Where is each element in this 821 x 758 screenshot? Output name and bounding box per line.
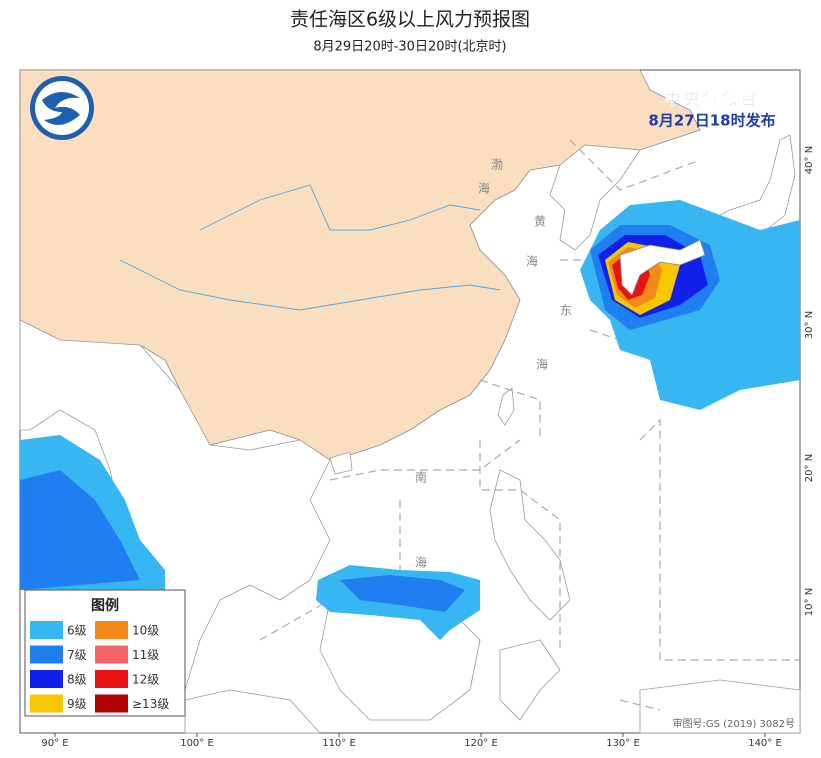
issue-time: 8月27日18时发布	[648, 112, 775, 130]
sea-label-char: 海	[526, 254, 538, 269]
legend-swatch	[30, 621, 63, 639]
sea-label-char: 海	[536, 357, 548, 372]
map-approval: 审图号:GS (2019) 3082号	[672, 717, 795, 730]
wind-land-gap	[619, 239, 706, 296]
lon-label: 100° E	[180, 738, 214, 749]
longitude-labels: 90° E 100° E 110° E 120° E 130° E 140° E	[41, 733, 782, 749]
title: 责任海区6级以上风力预报图	[290, 9, 530, 31]
taiwan-land	[497, 387, 515, 426]
legend-label: 11级	[132, 648, 159, 662]
sea-label-char: 海	[478, 181, 490, 196]
issuer: 中央气象台	[664, 90, 759, 109]
legend-swatch	[30, 645, 63, 664]
subtitle: 8月29日20时-30日20时(北京时)	[313, 40, 506, 55]
legend-label: 12级	[132, 673, 159, 687]
legend-swatch	[30, 670, 63, 688]
wind-7-bengal	[20, 470, 140, 590]
lat-label: 40° N	[804, 146, 815, 174]
cma-logo	[30, 76, 94, 140]
sumatra-land	[184, 689, 321, 734]
legend-label: 10级	[132, 624, 159, 638]
lon-label: 110° E	[322, 738, 356, 749]
newguinea-land	[639, 679, 801, 734]
sea-label-char: 南	[415, 470, 427, 485]
wind-7-scs	[340, 575, 465, 612]
sea-label-char: 东	[560, 304, 572, 318]
lat-label: 20° N	[804, 454, 815, 482]
legend-label: 8级	[67, 673, 87, 687]
latitude-labels: 40° N 30° N 20° N 10° N	[804, 146, 815, 616]
yangtze-river	[119, 259, 501, 311]
legend-label: 6级	[67, 624, 87, 638]
legend-swatch	[95, 694, 128, 713]
legend-label: 9级	[67, 697, 87, 711]
lat-label: 10° N	[804, 588, 815, 616]
legend-title: 图例	[91, 597, 119, 614]
lat-label: 30° N	[804, 311, 815, 339]
legend-swatch	[95, 621, 128, 639]
yellow-river	[199, 184, 481, 231]
korea-land	[549, 144, 641, 251]
lon-label: 120° E	[464, 738, 498, 749]
legend-swatch	[95, 645, 128, 664]
map-area: 中央气象台 8月27日18时发布 审图号:GS (2019) 3082号 渤海黄…	[19, 69, 801, 734]
lon-label: 130° E	[606, 738, 640, 749]
sea-label-char: 海	[415, 555, 427, 570]
legend: 图例 6级 10级 7级 11级 8级 12级 9级 ≥13级	[24, 589, 186, 717]
legend-items: 6级 10级 7级 11级 8级 12级 9级 ≥13级	[30, 621, 169, 713]
legend-label: ≥13级	[132, 697, 169, 711]
legend-label: 7级	[67, 648, 87, 662]
legend-swatch	[95, 670, 128, 688]
sea-label-char: 渤	[491, 158, 503, 172]
lon-label: 90° E	[41, 738, 68, 749]
wind-areas	[20, 200, 800, 640]
lon-label: 140° E	[748, 738, 782, 749]
philippines-land	[489, 469, 571, 621]
sea-label-char: 黄	[534, 215, 546, 229]
legend-swatch	[30, 694, 63, 713]
hainan-land	[329, 451, 353, 475]
indochina-land	[19, 319, 331, 712]
sulawesi-land	[499, 639, 561, 721]
